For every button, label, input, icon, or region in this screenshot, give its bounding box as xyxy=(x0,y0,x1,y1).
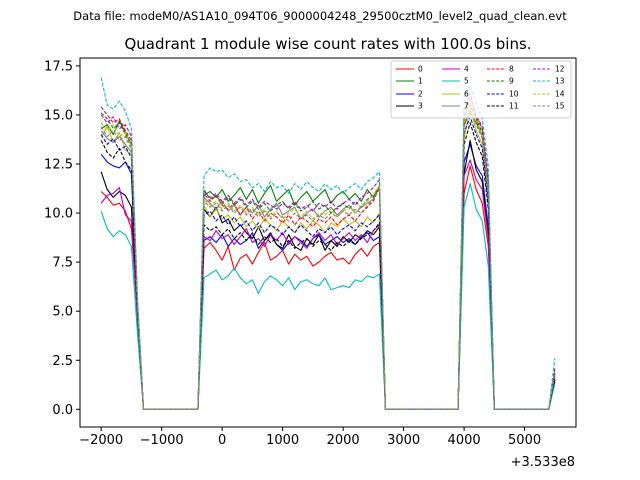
legend-label-13: 13 xyxy=(555,77,565,86)
legend-label-7: 7 xyxy=(464,102,469,111)
legend-label-10: 10 xyxy=(509,90,519,99)
legend-label-6: 6 xyxy=(464,90,469,99)
series-line-0 xyxy=(100,165,556,410)
series-line-1 xyxy=(100,112,556,410)
x-offset-label: +3.533e8 xyxy=(511,455,575,470)
legend-label-11: 11 xyxy=(509,102,519,111)
legend-label-14: 14 xyxy=(555,90,565,99)
y-axis: 0.0 2.5 5.0 7.5 10.0 12.5 15.0 17.5 xyxy=(44,59,80,418)
x-tick-label: −2000 xyxy=(79,433,123,448)
x-tick-label: −1000 xyxy=(140,433,184,448)
x-tick-label: 2000 xyxy=(327,433,360,448)
legend-label-5: 5 xyxy=(464,77,469,86)
series-line-15 xyxy=(100,108,556,410)
y-tick-label: 7.5 xyxy=(52,256,73,271)
x-tick-label: 4000 xyxy=(448,433,481,448)
series-line-13 xyxy=(100,77,556,410)
legend-label-12: 12 xyxy=(555,65,565,74)
series-line-10 xyxy=(100,116,556,410)
legend-label-2: 2 xyxy=(418,90,423,99)
legend-label-8: 8 xyxy=(509,65,514,74)
y-tick-label: 10.0 xyxy=(44,207,73,222)
legend-label-0: 0 xyxy=(418,65,423,74)
x-tick-label: 5000 xyxy=(508,433,541,448)
x-tick-label: 0 xyxy=(218,433,226,448)
y-tick-label: 2.5 xyxy=(52,354,73,369)
legend-label-4: 4 xyxy=(464,65,469,74)
legend-label-15: 15 xyxy=(555,102,565,111)
y-tick-label: 0.0 xyxy=(52,403,73,418)
y-tick-label: 17.5 xyxy=(44,59,73,74)
legend-label-1: 1 xyxy=(418,77,423,86)
y-tick-label: 12.5 xyxy=(44,157,73,172)
legend-frame xyxy=(390,60,572,119)
plot-area-frame xyxy=(79,57,577,428)
y-tick-label: 5.0 xyxy=(52,305,73,320)
legend-label-3: 3 xyxy=(418,102,423,111)
x-axis: −2000 −1000 0 1000 2000 3000 4000 5000 xyxy=(79,427,541,448)
figure-suptitle: Data file: modeM0/AS1A10_094T06_90000042… xyxy=(73,9,567,23)
series-layer xyxy=(100,77,556,410)
y-tick-label: 15.0 xyxy=(44,108,73,123)
x-tick-label: 1000 xyxy=(266,433,299,448)
x-tick-label: 3000 xyxy=(387,433,420,448)
chart-title: Quadrant 1 module wise count rates with … xyxy=(124,35,531,53)
legend-label-9: 9 xyxy=(509,77,514,86)
